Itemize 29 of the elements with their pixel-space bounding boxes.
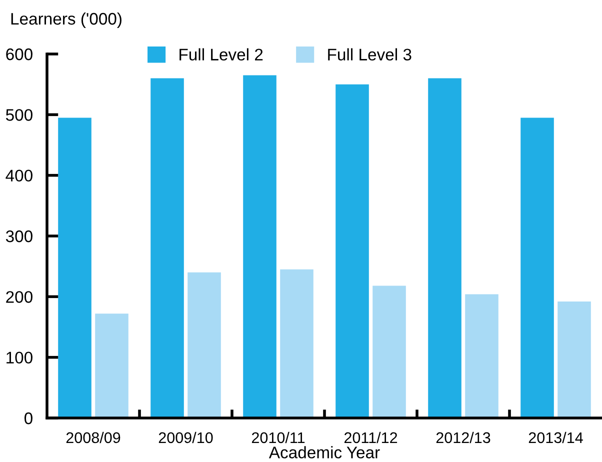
bar — [336, 84, 369, 418]
bar — [372, 286, 406, 418]
x-tick-label: 2009/10 — [158, 432, 213, 444]
y-tick-label: 600 — [6, 48, 32, 60]
x-tick-label: 2012/13 — [436, 432, 490, 444]
x-tick-label: 2010/11 — [252, 432, 305, 444]
bar — [150, 78, 184, 418]
y-tick-label: 400 — [6, 170, 32, 182]
bar — [520, 118, 554, 418]
bar — [280, 269, 314, 418]
y-tick-label: 500 — [6, 109, 32, 121]
bar — [58, 118, 92, 418]
legend-label: Full Level 3 — [328, 48, 412, 60]
x-axis-title: Academic Year — [268, 446, 380, 458]
bar — [95, 314, 128, 418]
legend-label: Full Level 2 — [180, 48, 263, 60]
y-tick-label: 0 — [24, 412, 32, 424]
bar — [243, 75, 276, 418]
y-tick-label: 300 — [6, 230, 32, 242]
bar — [558, 302, 591, 418]
bar — [465, 294, 498, 418]
bar — [188, 272, 221, 418]
y-axis-title: Learners ('000) — [11, 12, 122, 28]
y-tick-label: 200 — [6, 291, 32, 303]
bar — [428, 78, 462, 418]
x-tick-label: 2011/12 — [344, 432, 398, 444]
y-tick-label: 100 — [6, 352, 32, 364]
x-tick-label: 2013/14 — [528, 432, 583, 444]
x-tick-label: 2008/09 — [66, 432, 120, 444]
